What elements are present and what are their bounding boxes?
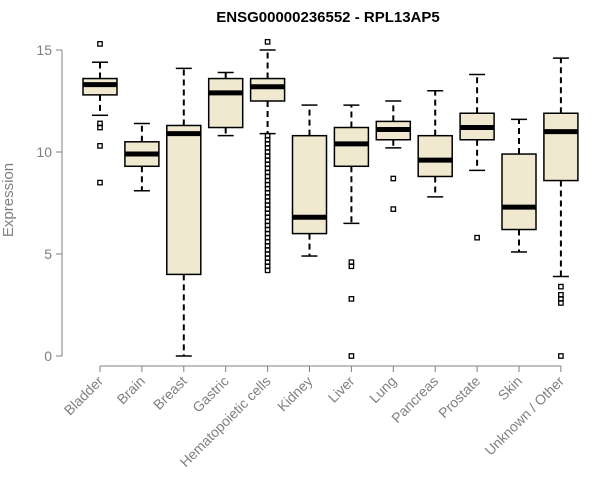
box-kidney: [291, 104, 328, 257]
x-tick-label: Lung: [366, 373, 399, 406]
y-tick-label: 10: [36, 144, 52, 160]
outlier-point: [97, 179, 103, 186]
outlier-point: [97, 124, 103, 131]
box-bladder: [82, 41, 118, 186]
outlier-point: [390, 175, 397, 182]
box-iqr: [207, 77, 244, 129]
x-tick-label: Prostate: [435, 373, 483, 421]
outlier-point: [348, 353, 355, 359]
box-gastric: [207, 71, 244, 137]
outlier-point: [558, 283, 564, 290]
x-tick-label: Breast: [150, 373, 190, 413]
outlier-point: [97, 41, 103, 47]
box-iqr: [543, 112, 579, 182]
y-tick-label: 15: [36, 42, 52, 58]
x-tick-label: Unknown / Other: [481, 373, 567, 459]
x-tick-label: Brain: [114, 373, 148, 407]
outlier-point: [264, 267, 271, 274]
outlier-point: [474, 234, 480, 241]
box-iqr: [166, 124, 202, 276]
box-hematopoietic-cells: [249, 38, 286, 274]
outlier-point: [348, 263, 355, 270]
x-tick-label: Bladder: [61, 373, 107, 419]
outlier-point: [390, 206, 397, 212]
box-iqr: [333, 126, 370, 168]
outlier-point: [97, 143, 103, 149]
outlier-point: [348, 296, 355, 302]
box-pancreas: [417, 90, 453, 198]
box-breast: [166, 67, 202, 357]
box-iqr: [249, 77, 286, 102]
outlier-point: [558, 353, 564, 359]
box-lung: [375, 100, 412, 212]
y-axis: 0 5 10 15: [36, 42, 63, 364]
box-iqr: [501, 153, 537, 231]
chart-title: ENSG00000236552 - RPL13AP5: [216, 9, 439, 26]
box-prostate: [459, 73, 495, 241]
x-tick-label: Pancreas: [388, 373, 441, 426]
y-tick-label: 0: [44, 348, 52, 364]
box-skin: [501, 118, 537, 253]
x-tick-label: Skin: [495, 373, 526, 404]
x-tick-label: Liver: [325, 373, 358, 406]
box-series: [82, 38, 579, 359]
x-tick-label: Kidney: [274, 373, 316, 415]
outlier-point: [558, 300, 564, 306]
box-brain: [124, 122, 160, 192]
y-axis-label: Expression: [0, 163, 17, 237]
box-iqr: [417, 134, 453, 178]
y-tick-label: 5: [44, 246, 52, 262]
outlier-point: [264, 38, 271, 45]
box-liver: [333, 104, 370, 359]
box-unknown-other: [543, 57, 579, 359]
